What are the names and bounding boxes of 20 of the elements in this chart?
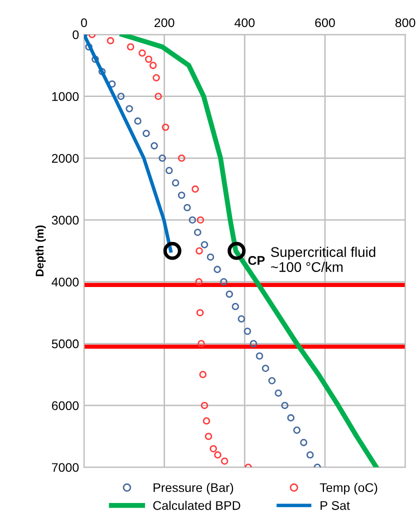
y-tick-label: 1000 [52, 92, 79, 101]
x-tick-label: 800 [395, 18, 416, 28]
legend-label: P Sat [320, 501, 350, 510]
x-tick-label: 200 [154, 18, 174, 28]
x-tick-label: 0 [81, 18, 87, 28]
x-tick-label: 400 [234, 18, 255, 28]
y-axis-title: Depth (m) [35, 226, 46, 276]
y-tick-label: 5000 [52, 339, 79, 348]
x-tick-label: 600 [315, 18, 335, 28]
y-tick-label: 0 [72, 30, 79, 40]
y-tick-label: 4000 [52, 278, 79, 286]
y-tick-label: 7000 [52, 463, 79, 472]
legend-label: Pressure (Bar) [154, 482, 234, 495]
y-tick-label: 3000 [52, 216, 79, 225]
y-tick-label: 6000 [52, 401, 79, 410]
annotation: CP [248, 256, 265, 265]
annotation: Supercritical fluid ~100 °C/km [270, 246, 376, 272]
legend-label: Temp (oC) [320, 482, 378, 495]
legend-label: Calculated BPD [153, 500, 240, 510]
y-tick-label: 2000 [52, 154, 79, 163]
